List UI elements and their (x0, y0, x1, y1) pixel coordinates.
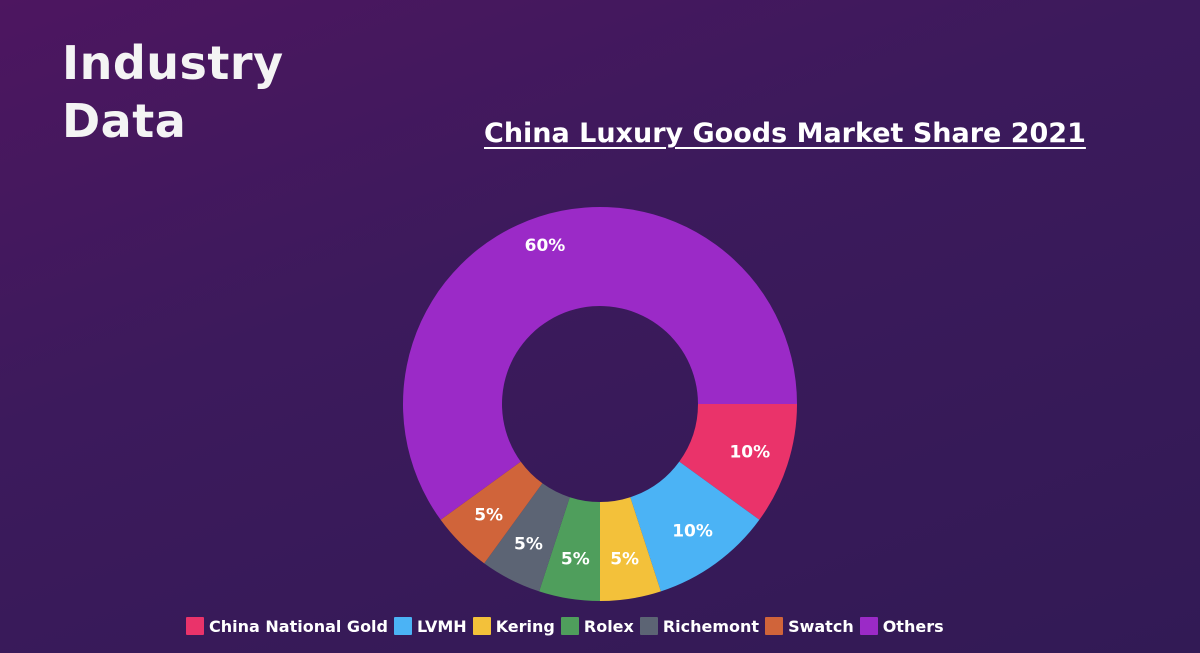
slice-label-china-national-gold: 10% (729, 443, 770, 463)
slice-kering (600, 497, 661, 601)
slice-rolex (539, 497, 600, 601)
slide-heading: Industry Data (62, 34, 382, 150)
legend-item-kering: Kering (472, 616, 555, 636)
slice-label-richemont: 5% (514, 534, 543, 554)
legend-label: LVMH (417, 616, 467, 636)
legend-swatch (186, 617, 204, 635)
slice-label-kering: 5% (610, 550, 639, 570)
legend-item-china-national-gold: China National Gold (186, 617, 388, 636)
legend-label: Rolex (583, 616, 634, 636)
legend-label: China National Gold (209, 616, 388, 636)
slice-label-rolex: 5% (561, 550, 590, 570)
legend-item-rolex: Rolex (560, 616, 634, 636)
legend-label: Swatch (788, 616, 854, 636)
slice-label-lvmh: 10% (672, 521, 713, 541)
slice-lvmh (630, 461, 760, 592)
slice-label-swatch: 5% (474, 505, 503, 525)
chart-title: China Luxury Goods Market Share 2021 (484, 118, 1086, 149)
legend-label: Others (882, 616, 944, 636)
slice-china-national-gold (679, 404, 797, 520)
slide-heading-line2: Data (62, 94, 187, 148)
legend-swatch (639, 617, 658, 635)
legend-label: Richemont (662, 616, 760, 636)
slice-label-others: 60% (525, 236, 566, 256)
slice-others (402, 206, 797, 520)
legend-item-lvmh: LVMH (394, 617, 467, 636)
legend-swatch (472, 617, 491, 635)
legend-item-richemont: Richemont (639, 616, 760, 636)
legend-item-others: Others (859, 616, 944, 636)
legend-label: Kering (495, 616, 555, 636)
slide-heading-line1: Industry (62, 36, 284, 90)
slice-richemont (484, 483, 570, 592)
legend-swatch (765, 617, 784, 635)
slice-swatch (440, 461, 543, 564)
legend-swatch (394, 617, 412, 635)
legend-swatch (560, 617, 579, 635)
legend-item-swatch: Swatch (765, 617, 854, 636)
legend-swatch (859, 617, 878, 635)
chart-legend: China National Gold LVMH Kering Rolex Richem… (186, 612, 950, 640)
